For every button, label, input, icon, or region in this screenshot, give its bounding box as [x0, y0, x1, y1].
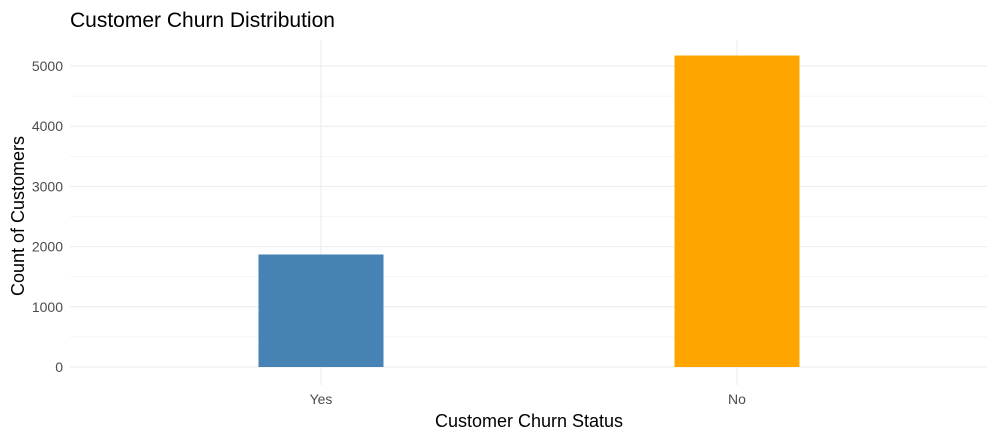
y-tick-label: 0	[55, 359, 63, 375]
x-tick-label-no: No	[728, 391, 746, 407]
y-axis-ticks: 0 1000 2000 3000 4000 5000	[32, 58, 63, 375]
y-tick-label: 5000	[32, 58, 63, 74]
y-axis-title: Count of Customers	[8, 136, 28, 296]
chart-title: Customer Churn Distribution	[70, 9, 335, 32]
bar-no	[674, 55, 800, 367]
bar-yes	[258, 254, 384, 367]
grid	[70, 40, 987, 385]
bars	[258, 55, 800, 367]
y-tick-label: 1000	[32, 299, 63, 315]
y-tick-label: 2000	[32, 239, 63, 255]
y-tick-label: 4000	[32, 118, 63, 134]
x-tick-label-yes: Yes	[310, 391, 333, 407]
x-axis-ticks: Yes No	[310, 391, 747, 407]
x-axis-title: Customer Churn Status	[435, 411, 623, 431]
y-tick-label: 3000	[32, 178, 63, 194]
